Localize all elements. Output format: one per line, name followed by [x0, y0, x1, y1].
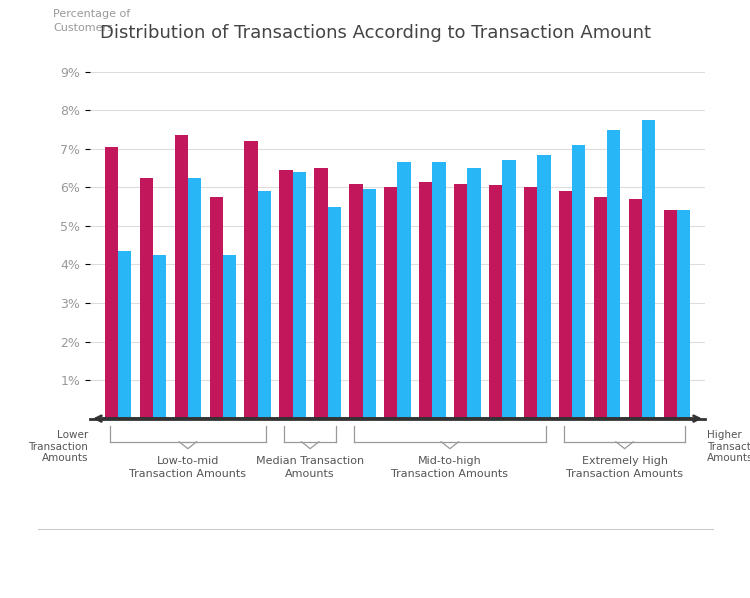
Bar [105, 147, 118, 419]
Bar [140, 178, 153, 419]
Text: Lower
Transaction
Amounts: Lower Transaction Amounts [28, 430, 88, 463]
Bar [244, 141, 258, 419]
Bar [594, 197, 608, 419]
Text: Low-to-mid
Transaction Amounts: Low-to-mid Transaction Amounts [129, 456, 246, 479]
Bar [454, 184, 467, 419]
Bar [503, 160, 515, 419]
Bar [433, 162, 445, 419]
Bar [559, 191, 572, 419]
Bar [537, 155, 550, 419]
Bar [328, 207, 341, 419]
Text: Extremely High
Transaction Amounts: Extremely High Transaction Amounts [566, 456, 683, 479]
Bar [664, 210, 677, 419]
Bar [572, 145, 586, 419]
Bar [258, 191, 271, 419]
Bar [384, 187, 398, 419]
Bar [350, 184, 362, 419]
Bar [489, 185, 502, 419]
Bar [362, 190, 376, 419]
Bar [280, 170, 292, 419]
Bar [209, 197, 223, 419]
Bar [223, 255, 236, 419]
Text: Percentage of
Customers: Percentage of Customers [53, 10, 130, 32]
Bar [314, 168, 328, 419]
Bar [642, 120, 656, 419]
Text: Higher
Transaction
Amounts: Higher Transaction Amounts [706, 430, 750, 463]
Text: Mid-to-high
Transaction Amounts: Mid-to-high Transaction Amounts [392, 456, 508, 479]
Text: Distribution of Transactions According to Transaction Amount: Distribution of Transactions According t… [100, 24, 650, 42]
Bar [467, 168, 481, 419]
Bar [419, 182, 433, 419]
Bar [677, 210, 690, 419]
Bar [188, 178, 201, 419]
Bar [153, 255, 166, 419]
Bar [175, 135, 188, 419]
Bar [524, 187, 537, 419]
Bar [292, 172, 306, 419]
Bar [398, 162, 411, 419]
Bar [118, 251, 131, 419]
Text: Median Transaction
Amounts: Median Transaction Amounts [256, 456, 364, 479]
Bar [608, 130, 620, 419]
Bar [628, 199, 642, 419]
